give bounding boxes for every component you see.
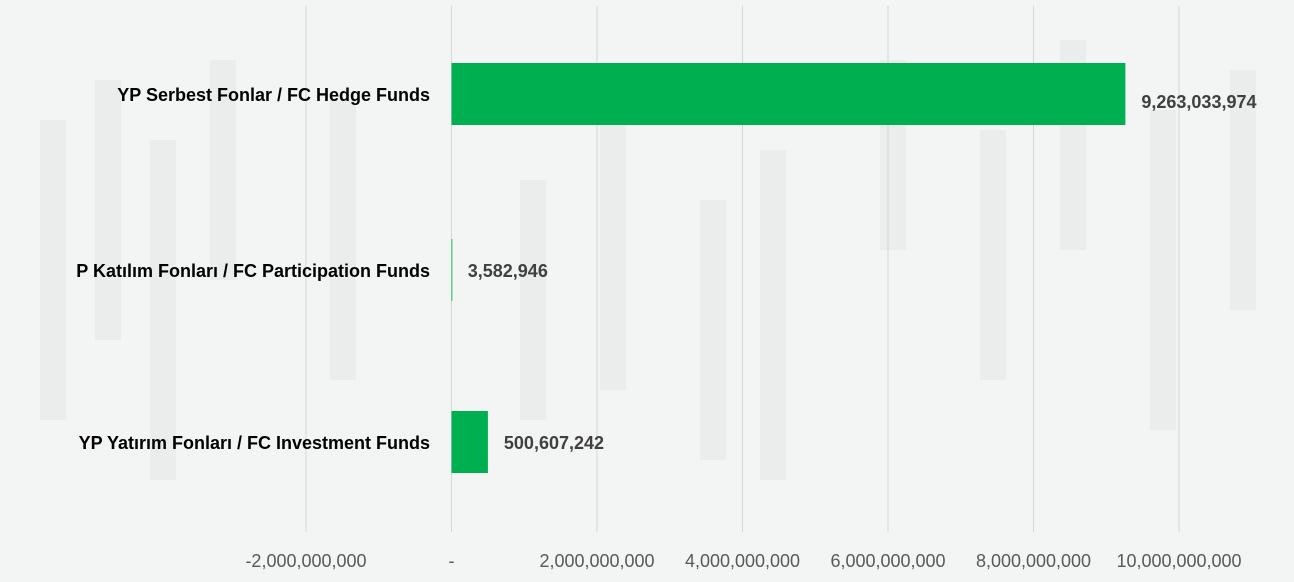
background-candle bbox=[330, 100, 356, 380]
background-candle bbox=[600, 90, 626, 390]
category-label: YP Yatırım Fonları / FC Investment Funds bbox=[79, 433, 430, 453]
x-tick-label: -2,000,000,000 bbox=[245, 551, 366, 571]
background-candle bbox=[95, 80, 121, 340]
x-tick-label: 10,000,000,000 bbox=[1116, 551, 1241, 571]
bars bbox=[451, 63, 1126, 473]
value-label: 9,263,033,974 bbox=[1141, 92, 1256, 112]
x-axis-tick-labels: -2,000,000,000-2,000,000,000 4,000,000,00… bbox=[245, 551, 1241, 571]
background-candle bbox=[760, 150, 786, 480]
background-candle bbox=[980, 130, 1006, 380]
bar bbox=[451, 63, 1126, 125]
background-candlestick-decoration bbox=[40, 40, 1256, 480]
background-candle bbox=[520, 180, 546, 420]
x-tick-label: 4,000,000,000 bbox=[685, 551, 800, 571]
x-tick-label: 8,000,000,000 bbox=[976, 551, 1091, 571]
x-tick-label: 2,000,000,000 bbox=[539, 551, 654, 571]
background-candle bbox=[700, 200, 726, 460]
background-candle bbox=[150, 140, 176, 480]
bar bbox=[451, 411, 488, 473]
background-candle bbox=[1230, 70, 1256, 310]
bar bbox=[451, 239, 453, 301]
category-labels: YP Serbest Fonlar / FC Hedge Funds P Katı… bbox=[76, 85, 430, 453]
category-label: YP Serbest Fonlar / FC Hedge Funds bbox=[117, 85, 430, 105]
x-tick-label: 6,000,000,000 bbox=[830, 551, 945, 571]
value-label: 3,582,946 bbox=[468, 261, 548, 281]
background-candle bbox=[210, 60, 236, 280]
value-label: 500,607,242 bbox=[504, 433, 604, 453]
background-candle bbox=[1150, 110, 1176, 430]
category-label: P Katılım Fonları / FC Participation Fun… bbox=[76, 261, 430, 281]
x-tick-label: - bbox=[449, 551, 455, 571]
background-candle bbox=[40, 120, 66, 420]
value-labels: 9,263,033,974 3,582,946 500,607,242 bbox=[468, 92, 1257, 453]
